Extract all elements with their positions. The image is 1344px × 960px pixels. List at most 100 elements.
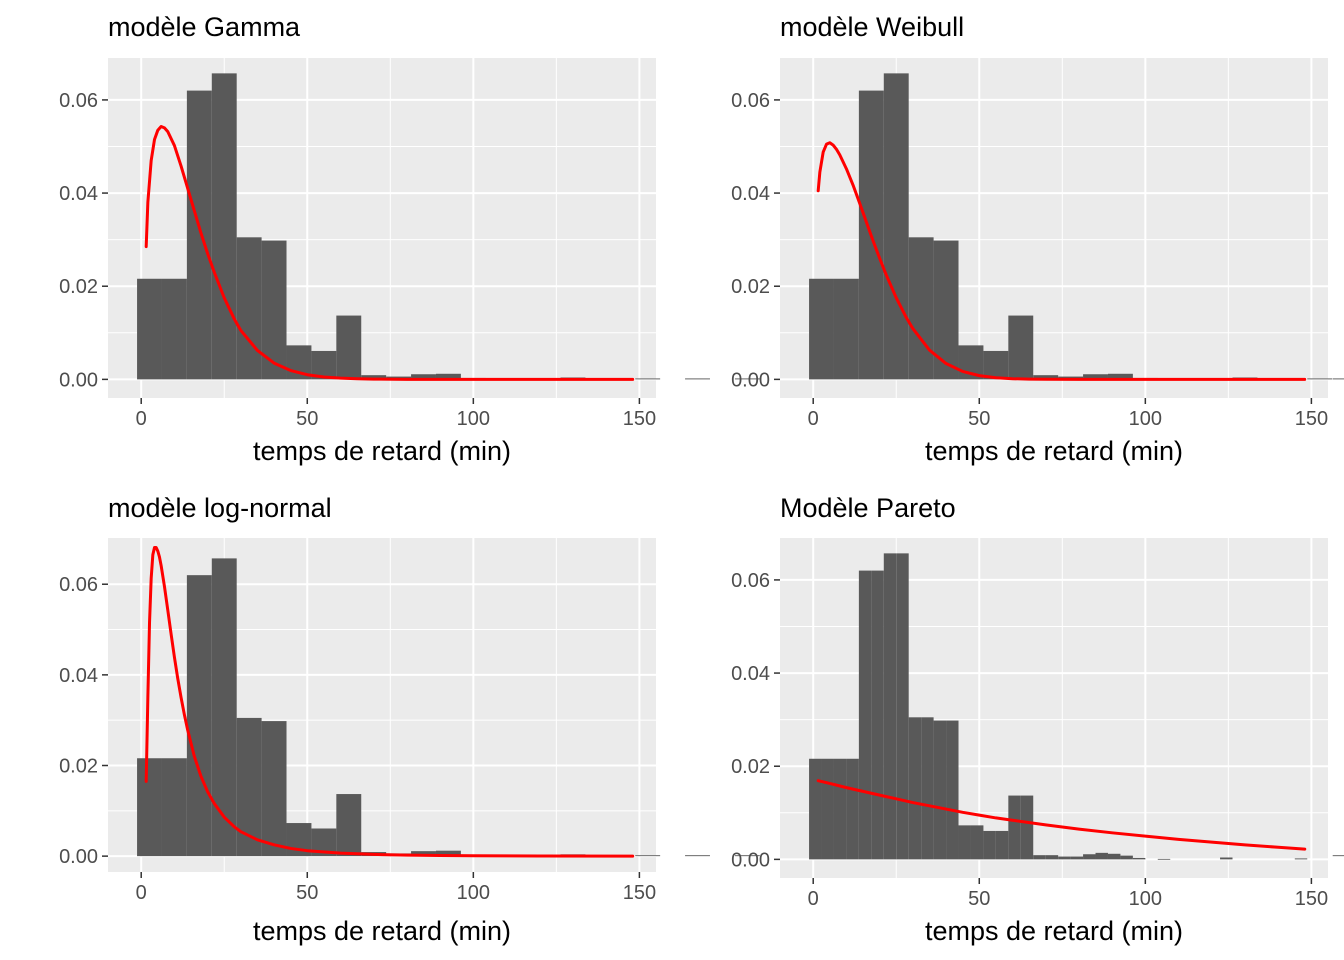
histogram-bar xyxy=(995,830,1009,860)
histogram-bar xyxy=(435,373,461,380)
x-tick-label: 50 xyxy=(296,408,318,430)
histogram-bar xyxy=(1107,373,1133,380)
y-tick-label: 0.04 xyxy=(59,665,98,687)
histogram-bar xyxy=(161,278,187,380)
x-axis-title: temps de retard (min) xyxy=(925,916,1183,946)
histogram-bar xyxy=(933,720,947,860)
y-tick-label: 0.02 xyxy=(731,756,770,778)
x-tick-label: 0 xyxy=(808,408,819,430)
histogram-bar xyxy=(411,374,436,380)
histogram-bar xyxy=(1083,374,1108,380)
histogram-bar xyxy=(983,830,996,860)
histogram-bar xyxy=(1095,852,1108,860)
histogram-bar xyxy=(821,758,834,860)
y-tick-label: 0.06 xyxy=(59,90,98,112)
y-tick-label: 0.06 xyxy=(59,574,98,596)
y-tick-label: 0.00 xyxy=(731,369,770,391)
histogram-bar xyxy=(883,553,897,860)
x-tick-label: 150 xyxy=(623,882,656,904)
histogram-bar xyxy=(809,278,834,380)
histogram-bar xyxy=(1157,858,1171,860)
histogram-bar xyxy=(186,90,212,380)
histogram-bar xyxy=(858,570,872,860)
histogram-bar xyxy=(186,575,212,857)
y-tick-label: 0.02 xyxy=(731,276,770,298)
histogram-bar xyxy=(1107,853,1121,860)
histogram-bar xyxy=(908,237,934,380)
y-tick-label: 0.00 xyxy=(59,369,98,391)
histogram-bar xyxy=(883,73,909,380)
histogram-bar xyxy=(1294,858,1308,860)
histogram-bar xyxy=(137,278,162,380)
histogram-bar xyxy=(361,375,387,380)
histogram-bar xyxy=(1008,795,1021,860)
histogram-bar xyxy=(1120,855,1133,860)
histogram-bar xyxy=(236,237,262,380)
histogram-bar xyxy=(970,825,984,860)
x-tick-label: 150 xyxy=(623,408,656,430)
histogram-bar xyxy=(635,855,661,857)
x-tick-label: 50 xyxy=(296,882,318,904)
density-curve xyxy=(816,141,1307,381)
histogram-bar xyxy=(1220,857,1233,860)
histogram-bar xyxy=(1083,854,1096,860)
x-tick-label: 0 xyxy=(136,882,147,904)
y-tick-label: 0.06 xyxy=(731,90,770,112)
histogram-bar xyxy=(1307,378,1333,380)
histogram-bar xyxy=(336,315,362,380)
histogram-bar xyxy=(1332,378,1344,380)
density-curve xyxy=(144,546,635,858)
histogram-bar xyxy=(846,758,859,860)
histogram-bar xyxy=(958,825,971,860)
histogram-bar xyxy=(1058,856,1071,860)
panel-title: modèle Weibull xyxy=(780,12,964,42)
x-tick-label: 50 xyxy=(968,888,990,910)
x-tick-label: 150 xyxy=(1295,888,1328,910)
histogram-bar xyxy=(685,855,710,857)
histogram-bar xyxy=(734,378,760,380)
histogram-bar xyxy=(871,570,884,860)
histogram-bar xyxy=(1020,795,1034,860)
histogram-bar xyxy=(1033,375,1059,380)
chart-panel-1: 0.00 0.02 0.04 0.06 0 50 100 150 modèle Weibull t… xyxy=(731,12,1333,466)
histogram-bar xyxy=(1332,855,1344,857)
y-tick-label: 0.00 xyxy=(59,846,98,868)
histogram-bar xyxy=(833,278,859,380)
x-tick-label: 0 xyxy=(808,888,819,910)
x-axis-title: temps de retard (min) xyxy=(253,916,511,946)
y-tick-label: 0.04 xyxy=(731,183,770,205)
histogram-bar xyxy=(211,73,237,380)
histogram-bar xyxy=(211,558,237,857)
panel-title: modèle log-normal xyxy=(108,493,332,523)
density-curve xyxy=(816,779,1307,851)
histogram-bar xyxy=(1008,315,1034,380)
x-tick-label: 150 xyxy=(1295,408,1328,430)
y-tick-label: 0.04 xyxy=(59,183,98,205)
panel-title: Modèle Pareto xyxy=(780,493,956,523)
density-curve xyxy=(144,124,635,381)
histogram-bar xyxy=(635,378,661,380)
x-tick-label: 0 xyxy=(136,408,147,430)
y-tick-label: 0.04 xyxy=(731,663,770,685)
histogram-bar xyxy=(685,378,710,380)
histogram-bar xyxy=(1045,855,1059,860)
histogram-bar xyxy=(908,717,922,860)
y-tick-label: 0.00 xyxy=(731,849,770,871)
histogram-bar xyxy=(946,720,959,860)
x-axis-title: temps de retard (min) xyxy=(253,436,511,466)
histogram-bar xyxy=(1033,855,1046,860)
histogram-bar xyxy=(921,717,934,860)
histogram-bar xyxy=(833,758,847,860)
histogram-bar xyxy=(435,850,461,857)
histogram-bar xyxy=(734,855,760,857)
histogram-bar xyxy=(983,350,1009,380)
x-tick-label: 100 xyxy=(457,408,490,430)
histogram-bar xyxy=(1132,857,1146,860)
x-tick-label: 50 xyxy=(968,408,990,430)
chart-panel-0: 0.00 0.02 0.04 0.06 0 50 100 150 modèle Gamma tem… xyxy=(59,12,1344,466)
chart-panel-2: 0.00 0.02 0.04 0.06 0 50 100 150 modèle log-norm… xyxy=(59,493,1344,946)
histogram-bar xyxy=(411,851,436,857)
x-tick-label: 100 xyxy=(1129,408,1162,430)
histogram-bar xyxy=(933,240,959,380)
